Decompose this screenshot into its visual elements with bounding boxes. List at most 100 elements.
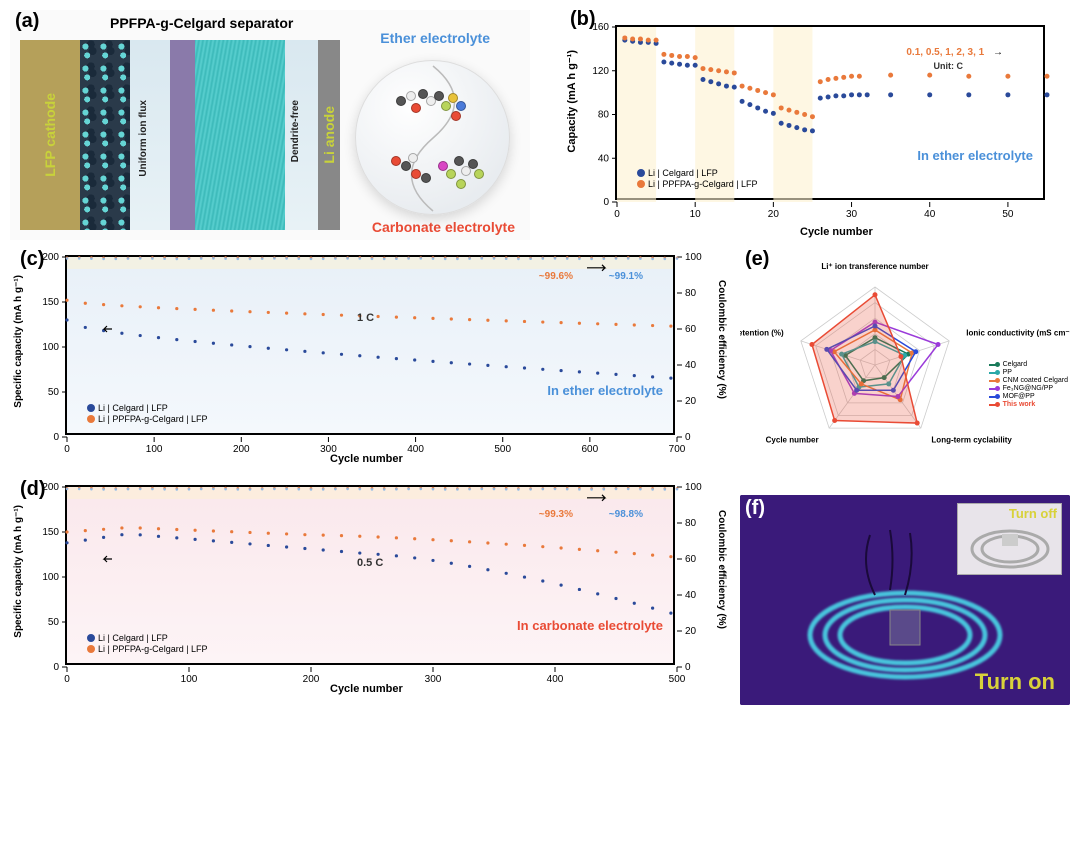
panel-e-legend: CelgardPPCNM coated CelgardFe₃NG@NG/PPMO… xyxy=(989,360,1068,409)
panel-d-xlabel: Cycle number xyxy=(330,683,403,695)
svg-text:40: 40 xyxy=(685,360,697,371)
svg-text:80: 80 xyxy=(598,110,610,121)
svg-text:0: 0 xyxy=(685,432,691,443)
svg-text:100: 100 xyxy=(685,482,702,493)
svg-text:0: 0 xyxy=(614,209,620,220)
svg-text:200: 200 xyxy=(303,674,320,685)
svg-text:400: 400 xyxy=(547,674,564,685)
svg-text:120: 120 xyxy=(592,66,609,77)
fiber-layer xyxy=(195,40,285,230)
panel-c-rate: 1 C xyxy=(357,312,374,324)
panel-c-legend: Li | Celgard | LFP Li | PPFPA-g-Celgard … xyxy=(87,402,208,425)
carbonate-label: Carbonate electrolyte xyxy=(372,219,515,235)
panel-a-title: PPFPA-g-Celgard separator xyxy=(110,15,293,31)
svg-text:50: 50 xyxy=(48,617,60,628)
svg-text:60: 60 xyxy=(685,554,697,565)
turn-off-label: Turn off xyxy=(1009,506,1057,521)
svg-text:100: 100 xyxy=(42,342,59,353)
panel-c-label: (c) xyxy=(20,248,44,271)
svg-text:500: 500 xyxy=(494,444,511,455)
panel-b-context: In ether electrolyte xyxy=(917,148,1033,163)
ether-label: Ether electrolyte xyxy=(380,30,490,46)
svg-text:100: 100 xyxy=(42,572,59,583)
svg-text:500: 500 xyxy=(669,674,686,685)
svg-text:10: 10 xyxy=(690,209,702,220)
panel-b-rate-chart: (b) Capacity (mA h g⁻¹) Cycle number 040… xyxy=(560,10,1070,240)
svg-text:Capacity retention (%): Capacity retention (%) xyxy=(740,328,784,337)
svg-text:0: 0 xyxy=(53,432,59,443)
dendrite-free-label: Dendrite-free xyxy=(290,100,301,162)
svg-text:50: 50 xyxy=(48,387,60,398)
panel-d-y2label: Coulombic efficiency (%) xyxy=(716,510,727,629)
svg-text:600: 600 xyxy=(582,444,599,455)
svg-text:100: 100 xyxy=(181,674,198,685)
battery-schematic: LFP cathode Li anode Uniform ion flux De… xyxy=(20,40,340,230)
svg-text:400: 400 xyxy=(407,444,424,455)
li-anode: Li anode xyxy=(318,40,340,230)
svg-text:100: 100 xyxy=(146,444,163,455)
svg-text:Cycle number: Cycle number xyxy=(766,436,819,445)
separator-layer xyxy=(170,40,195,230)
panel-e-label: (e) xyxy=(745,248,769,271)
svg-text:Long-term cyclability: Long-term cyclability xyxy=(931,436,1012,445)
panel-f-photo: (f) Turn off Turn on xyxy=(740,495,1070,705)
lfp-cathode: LFP cathode xyxy=(20,40,80,230)
panel-a-schematic: (a) PPFPA-g-Celgard separator LFP cathod… xyxy=(10,10,530,240)
panel-d-legend: Li | Celgard | LFP Li | PPFPA-g-Celgard … xyxy=(87,632,208,655)
panel-c-cycling-chart: (c) Specific capacity (mA h g⁻¹) Coulomb… xyxy=(10,250,730,465)
svg-text:20: 20 xyxy=(768,209,780,220)
ion-flux-label: Uniform ion flux xyxy=(138,100,149,177)
panel-b-legend: Li | Celgard | LFP Li | PPFPA-g-Celgard … xyxy=(637,167,758,190)
svg-text:150: 150 xyxy=(42,527,59,538)
panel-b-xlabel: Cycle number xyxy=(800,226,873,238)
panel-d-rate: 0.5 C xyxy=(357,557,383,569)
svg-text:0: 0 xyxy=(64,444,70,455)
panel-f-label: (f) xyxy=(745,497,765,520)
turn-on-label: Turn on xyxy=(975,669,1055,695)
svg-text:700: 700 xyxy=(669,444,686,455)
cathode-particles xyxy=(80,40,130,230)
panel-c-plot: 0501001502000204060801000100200300400500… xyxy=(65,255,675,435)
panel-c-xlabel: Cycle number xyxy=(330,453,403,465)
molecule-sphere xyxy=(355,60,510,215)
panel-b-ylabel: Capacity (mA h g⁻¹) xyxy=(565,50,578,153)
panel-d-eff2: ~98.8% xyxy=(609,509,643,520)
panel-d-eff1: ~99.3% xyxy=(539,509,573,520)
svg-text:60: 60 xyxy=(685,324,697,335)
panel-d-context: In carbonate electrolyte xyxy=(517,618,663,633)
svg-text:0: 0 xyxy=(64,674,70,685)
panel-d-label: (d) xyxy=(20,478,46,501)
yin-yang-divider xyxy=(356,61,511,216)
panel-c-ylabel: Specific capacity (mA h g⁻¹) xyxy=(13,275,24,408)
svg-text:40: 40 xyxy=(685,590,697,601)
rate-seq: 0.1, 0.5, 1, 2, 3, 1 → xyxy=(906,47,1003,58)
svg-text:300: 300 xyxy=(425,674,442,685)
svg-text:0: 0 xyxy=(53,662,59,673)
svg-text:150: 150 xyxy=(42,297,59,308)
panel-c-eff1: ~99.6% xyxy=(539,271,573,282)
svg-text:80: 80 xyxy=(685,288,697,299)
svg-text:50: 50 xyxy=(1002,209,1014,220)
svg-text:Li⁺ ion transference number: Li⁺ ion transference number xyxy=(821,262,928,271)
panel-c-eff2: ~99.1% xyxy=(609,271,643,282)
panel-a-label: (a) xyxy=(15,10,39,33)
svg-text:200: 200 xyxy=(233,444,250,455)
panel-b-plot: 0408012016001020304050 0.1, 0.5, 1, 2, 3… xyxy=(615,25,1045,200)
svg-text:20: 20 xyxy=(685,626,697,637)
panel-e-radar: (e) Li⁺ ion transference number Ionic con… xyxy=(740,250,1070,480)
svg-text:0: 0 xyxy=(685,662,691,673)
svg-text:30: 30 xyxy=(846,209,858,220)
panel-b-label: (b) xyxy=(570,8,596,31)
svg-text:40: 40 xyxy=(598,153,610,164)
turn-off-inset: Turn off xyxy=(957,503,1062,575)
svg-text:200: 200 xyxy=(42,252,59,263)
svg-text:100: 100 xyxy=(685,252,702,263)
svg-text:40: 40 xyxy=(924,209,936,220)
svg-text:0: 0 xyxy=(603,197,609,208)
svg-text:80: 80 xyxy=(685,518,697,529)
panel-d-plot: 0501001502000204060801000100200300400500… xyxy=(65,485,675,665)
unit-label: Unit: C xyxy=(934,61,964,71)
svg-text:300: 300 xyxy=(320,444,337,455)
svg-text:Ionic conductivity (mS cm⁻¹): Ionic conductivity (mS cm⁻¹) xyxy=(966,328,1070,337)
svg-text:20: 20 xyxy=(685,396,697,407)
